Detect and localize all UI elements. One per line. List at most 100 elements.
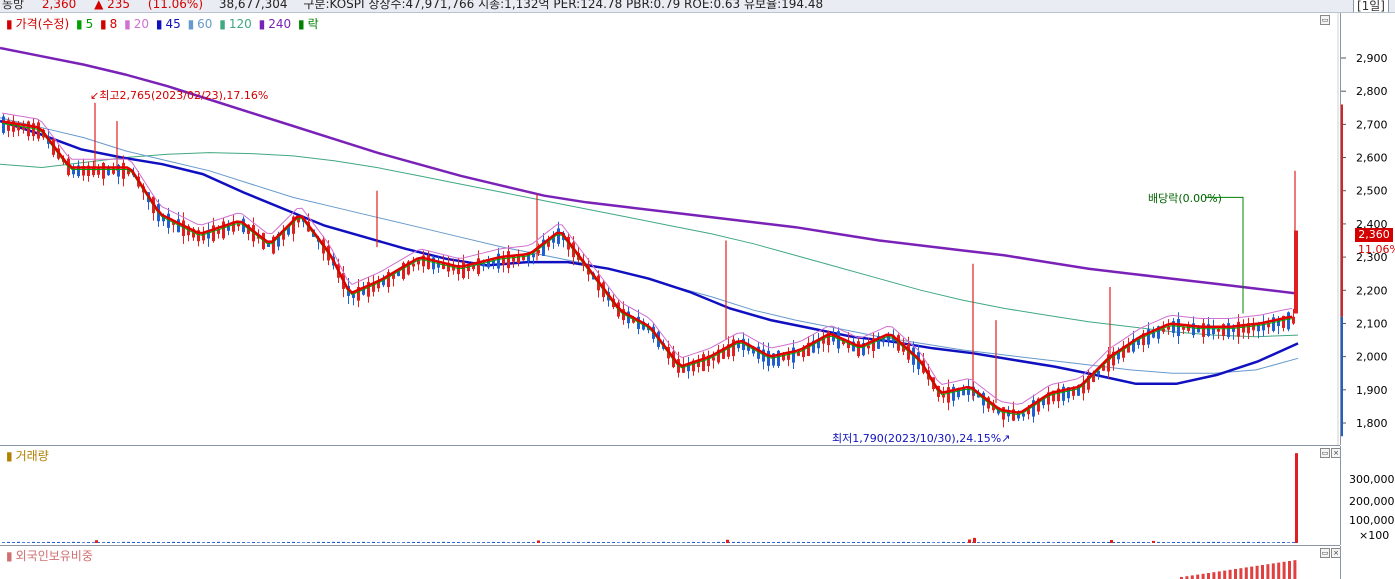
volume-bar [887,541,890,543]
volume-bar [577,541,580,543]
volume-bar-spike [726,539,729,543]
volume-bar [122,541,125,543]
price-change-pct: (11.06%) [147,0,204,11]
volume-bar [902,541,905,543]
candle-body [487,259,490,268]
volume-minimize-button[interactable]: ▭ [1320,448,1330,458]
volume-bar [267,542,270,543]
candle-body [682,365,685,373]
candle-body [847,340,850,349]
candle-body [1262,322,1265,331]
candle-body [1082,382,1085,394]
candle-body [782,354,785,361]
volume-bar [377,542,380,543]
vol-unit: ×100 [1359,529,1390,542]
volume-bar [747,542,750,543]
volume-bar [1282,542,1285,543]
candle-body [767,350,770,366]
volume-panel[interactable]: ▮ 거래량 ▭ × [0,446,1341,546]
price-panel[interactable]: ▮ 가격(수정) ▮ 5 ▮ 8 ▮ 20 ▮ 45 ▮ 60 ▮ 120 ▮ 240 ▮ 락 ▭… [0,13,1340,446]
volume-bar [427,542,430,543]
volume-bar [652,542,655,543]
volume-bar [647,542,650,543]
candle-body [452,266,455,271]
price-chart[interactable] [0,13,1340,445]
candle-body [717,349,720,363]
volume-bar [72,541,75,543]
last-candle-body [1294,230,1298,314]
candle-body [277,233,280,247]
volume-bar [342,541,345,543]
volume-bar [152,541,155,543]
volume-bar [107,541,110,543]
volume-bar [1082,541,1085,543]
volume-bar [572,542,575,543]
volume-bar [1102,541,1105,543]
candle-body [1202,323,1205,337]
candle-body [537,250,540,254]
candle-body [772,353,775,366]
candle-body [1062,386,1065,401]
volume-bar [97,542,100,543]
volume-bar [637,541,640,543]
candle-body [1252,325,1255,331]
volume-bar [842,541,845,543]
candle-body [77,165,80,177]
candle-body [707,355,710,367]
candle-body [522,255,525,261]
volume-bar [127,541,130,543]
candle-body [1067,387,1070,399]
volume-bar [802,541,805,543]
candle-body [1087,375,1090,390]
volume-bar [222,542,225,543]
volume-bar [657,542,660,543]
volume-bar [762,541,765,543]
candle-body [447,262,450,272]
volume-bar [952,542,955,543]
volume-bar [1222,542,1225,543]
stock-name[interactable]: 동방 [2,0,25,11]
volume-chart[interactable] [0,446,1340,545]
candle-body [1162,328,1165,332]
volume-bar-spike [968,539,971,543]
candle-body [222,221,225,239]
volume-bar [1137,541,1140,543]
foreign-bar [1201,573,1205,579]
volume-bar [7,541,10,543]
candle-body [387,272,390,288]
volume-bar [2,542,5,543]
volume-bar [132,541,135,543]
volume-axis[interactable]: 300,000 200,000 100,000 ×100 [1340,446,1395,545]
candle-body [357,286,360,301]
volume-bar [882,541,885,543]
candle-body [107,166,110,176]
price-tick-label: 2,900 [1356,52,1388,65]
low-annotation: 최저1,790(2023/10/30),24.15%↗ [832,430,1010,446]
candle-body [812,340,815,353]
candle-body [1227,323,1230,337]
candle-body [1172,321,1175,333]
candle-body [1257,322,1260,332]
candle-body [162,215,165,222]
volume-bar [1172,541,1175,543]
candle-body [32,123,35,137]
candle-body [507,251,510,269]
price-tick-label: 2,300 [1356,251,1388,264]
period-selector[interactable]: [1일] [1352,0,1389,12]
foreign-ownership-panel[interactable]: ▮ 외국인보유비중 ▭ × [0,546,1341,579]
volume-bar [832,542,835,543]
volume-bar [877,542,880,543]
foreign-minimize-button[interactable]: ▭ [1320,548,1330,558]
candle-body [777,350,780,367]
candle-body [697,361,700,367]
candle-body [1137,339,1140,345]
volume-bar [1262,542,1265,543]
candle-body [382,279,385,286]
candle-body [212,225,215,242]
volume-bar [1177,542,1180,543]
volume-bar [232,542,235,543]
candle-body [232,221,235,232]
candle-body [1237,321,1240,337]
panel-minimize-button[interactable]: ▭ [1320,15,1330,25]
candle-body [837,331,840,349]
